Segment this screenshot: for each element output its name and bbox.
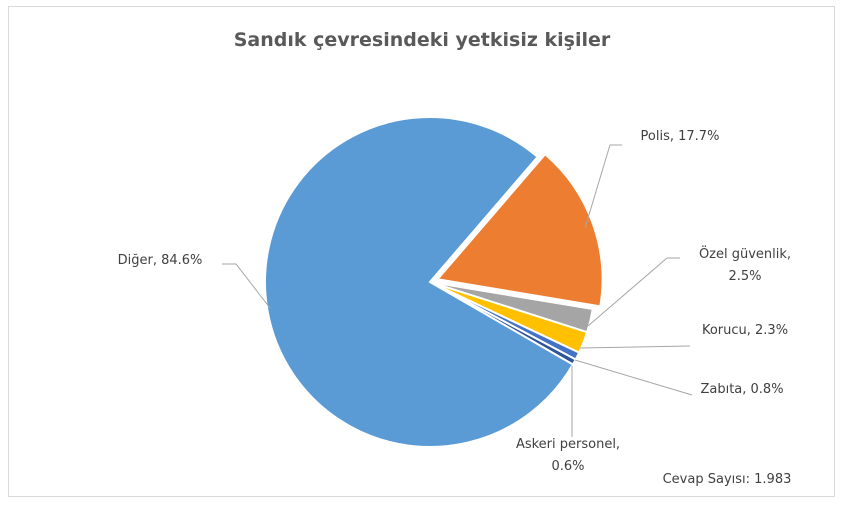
- data-label-line: Zabıta, 0.8%: [700, 382, 783, 397]
- pie: PolisÖzel güvenlikKorucuZabıtaAskeri per…: [264, 116, 604, 448]
- data-label: Özel güvenlik, 2.5%: [699, 245, 791, 284]
- chart-title: Sandık çevresindeki yetkisiz kişiler: [234, 29, 611, 51]
- data-label-line: Diğer, 84.6%: [118, 253, 203, 268]
- leader-line: [574, 359, 693, 396]
- leader-line: [222, 263, 271, 309]
- data-label: Askeri personel, 0.6%: [516, 437, 620, 474]
- leader-line: [584, 144, 622, 229]
- data-label-line: Özel güvenlik,: [699, 245, 791, 262]
- data-label-line: Askeri personel,: [516, 437, 620, 452]
- data-label: Diğer, 84.6%: [118, 253, 203, 268]
- data-label: Polis, 17.7%: [641, 129, 720, 144]
- annotation: Cevap Sayısı: 1.983: [663, 472, 792, 487]
- data-label-line: 2.5%: [728, 269, 761, 284]
- data-label-line: Korucu, 2.3%: [702, 323, 788, 338]
- pie-slice: Polis: [435, 152, 604, 308]
- leader-line: [579, 345, 691, 349]
- leader-line: [587, 257, 680, 327]
- data-label-line: 0.6%: [551, 459, 584, 474]
- data-label: Zabıta, 0.8%: [700, 382, 783, 397]
- data-label: Korucu, 2.3%: [702, 323, 788, 338]
- data-label-line: Polis, 17.7%: [641, 129, 720, 144]
- pie-slice: Diğer: [264, 116, 575, 448]
